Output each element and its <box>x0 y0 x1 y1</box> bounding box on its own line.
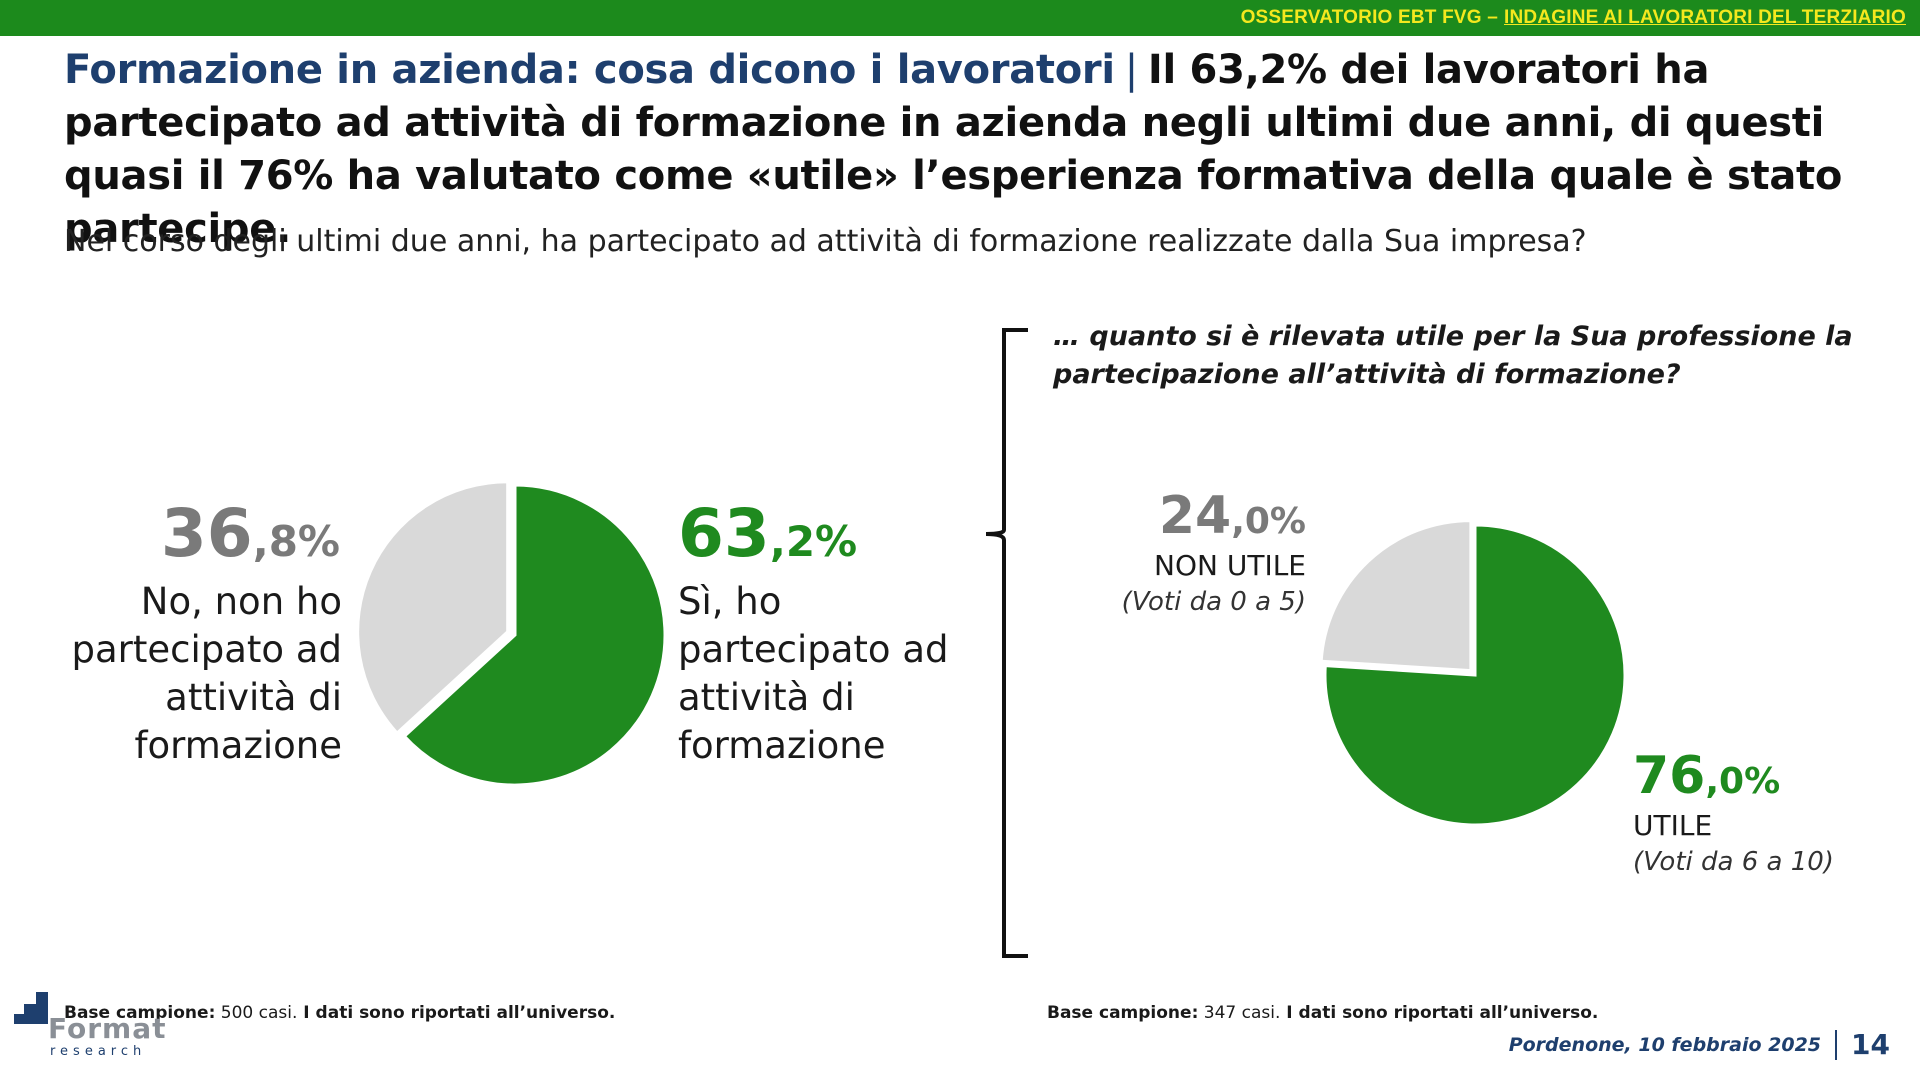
logo-steps-icon <box>14 992 48 1024</box>
right-no-label: NON UTILE <box>1154 549 1306 582</box>
right-yes-percentage: 76,0% <box>1633 746 1780 806</box>
base-right-label: Base campione: <box>1047 1003 1199 1023</box>
right-no-percentage: 24,0% <box>1159 486 1306 546</box>
right-no-label-block: NON UTILE (Voti da 0 a 5) <box>1006 548 1306 620</box>
base-right-value: 347 casi. <box>1198 1003 1281 1023</box>
left-yes-pct-int: 63 <box>678 495 770 572</box>
format-research-logo: Format research <box>14 990 184 1060</box>
base-note-left: Base campione: 500 casi. I dati sono rip… <box>64 1003 615 1023</box>
pie-slice-yes <box>402 483 667 787</box>
header-subtitle: INDAGINE AI LAVORATORI DEL TERZIARIO <box>1504 7 1906 28</box>
left-yes-pct-dec: ,2% <box>769 517 858 566</box>
base-left-note: I dati sono riportati all’universo. <box>297 1003 616 1023</box>
pie-slice-yes <box>1323 523 1627 827</box>
followup-question: … quanto si è rilevata utile per la Sua … <box>1053 321 1853 390</box>
title-lead: Formazione in azienda: cosa dicono i lav… <box>64 47 1115 93</box>
logo-sub: research <box>50 1044 147 1059</box>
participation-pie-chart <box>356 480 667 787</box>
base-left-value: 500 casi. <box>215 1003 298 1023</box>
right-yes-sublabel: (Voti da 6 a 10) <box>1633 847 1834 877</box>
base-note-right: Base campione: 347 casi. I dati sono rip… <box>1047 1003 1598 1023</box>
right-no-pct-int: 24 <box>1158 486 1232 546</box>
pie-slice-no <box>356 480 510 736</box>
left-no-pct-dec: ,8% <box>252 517 340 566</box>
left-yes-percentage: 63,2% <box>678 495 857 572</box>
left-no-percentage: 36,8% <box>161 495 340 572</box>
left-no-pct-int: 36 <box>160 495 253 572</box>
right-yes-label: UTILE <box>1633 809 1713 842</box>
left-yes-label: Sì, ho partecipato ad attività di formaz… <box>678 580 949 767</box>
pie-slice-no <box>1319 519 1473 673</box>
logo-word: Format <box>48 1012 167 1045</box>
header-brand: OSSERVATORIO EBT FVG – <box>1240 7 1498 28</box>
right-yes-pct-dec: ,0% <box>1705 761 1781 802</box>
right-no-sublabel: (Voti da 0 a 5) <box>1121 587 1306 617</box>
page-number: 14 <box>1851 1028 1890 1061</box>
footer-date: Pordenone, 10 febbraio 2025 <box>1508 1033 1822 1056</box>
footer-right: Pordenone, 10 febbraio 2025 14 <box>1509 1028 1890 1061</box>
right-yes-pct-int: 76 <box>1633 746 1706 806</box>
title-separator: | <box>1124 47 1138 93</box>
left-no-label: No, non ho partecipato ad attività di fo… <box>71 580 343 767</box>
header-bar: OSSERVATORIO EBT FVG – INDAGINE AI LAVOR… <box>0 0 1920 36</box>
footer-divider <box>1835 1029 1838 1060</box>
right-yes-label-block: UTILE (Voti da 6 a 10) <box>1633 808 1920 880</box>
page-title: Formazione in azienda: cosa dicono i lav… <box>64 44 1894 256</box>
usefulness-pie-chart <box>1319 519 1627 827</box>
right-no-pct-dec: ,0% <box>1231 501 1306 542</box>
base-left-label: Base campione: <box>64 1003 216 1023</box>
bracket-divider <box>985 328 1028 958</box>
base-right-note: I dati sono riportati all’universo. <box>1280 1003 1599 1023</box>
main-question: Nel corso degli ultimi due anni, ha part… <box>64 224 1587 259</box>
title-rest: Il 63,2% dei lavoratori ha partecipato a… <box>64 47 1843 252</box>
